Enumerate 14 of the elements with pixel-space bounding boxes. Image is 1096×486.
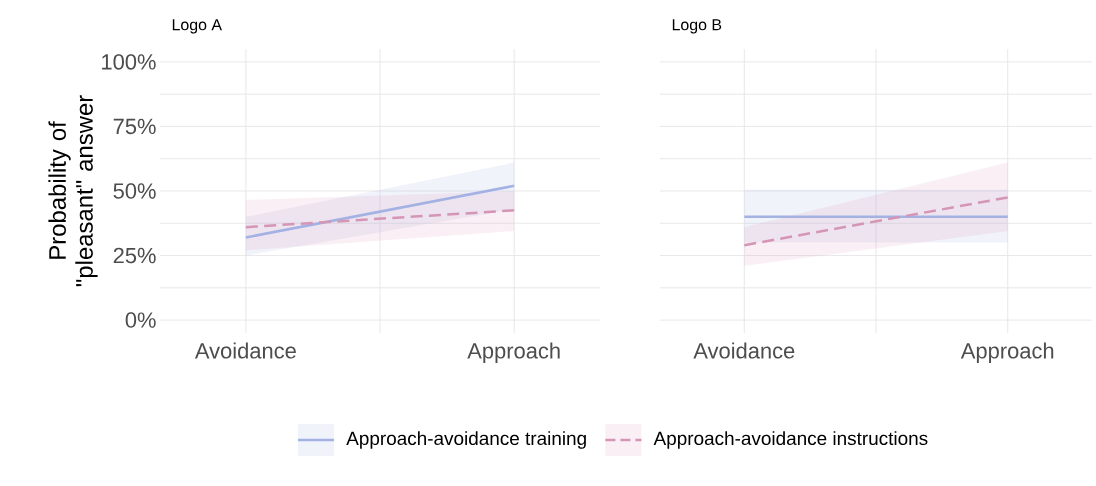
y-axis-title: Probability of "pleasant" answer xyxy=(48,95,98,287)
y-tick-label: 25% xyxy=(113,247,156,264)
y-tick-label: 0% xyxy=(125,312,156,328)
y-tick-label: 75% xyxy=(113,118,156,135)
chart-title: Logo A xyxy=(172,19,222,34)
y-tick-label: 100% xyxy=(102,54,156,70)
x-tick-label: Approach xyxy=(467,342,560,363)
x-tick-label: Avoidance xyxy=(693,342,795,359)
legend-label: Approach-avoidance instructions xyxy=(653,431,928,449)
x-tick-label: Avoidance xyxy=(194,342,296,359)
legend-label: Approach-avoidance training xyxy=(346,431,586,449)
chart-title: Logo B xyxy=(672,19,722,34)
y-tick-label: 50% xyxy=(113,183,156,199)
x-tick-label: Approach xyxy=(960,342,1054,363)
